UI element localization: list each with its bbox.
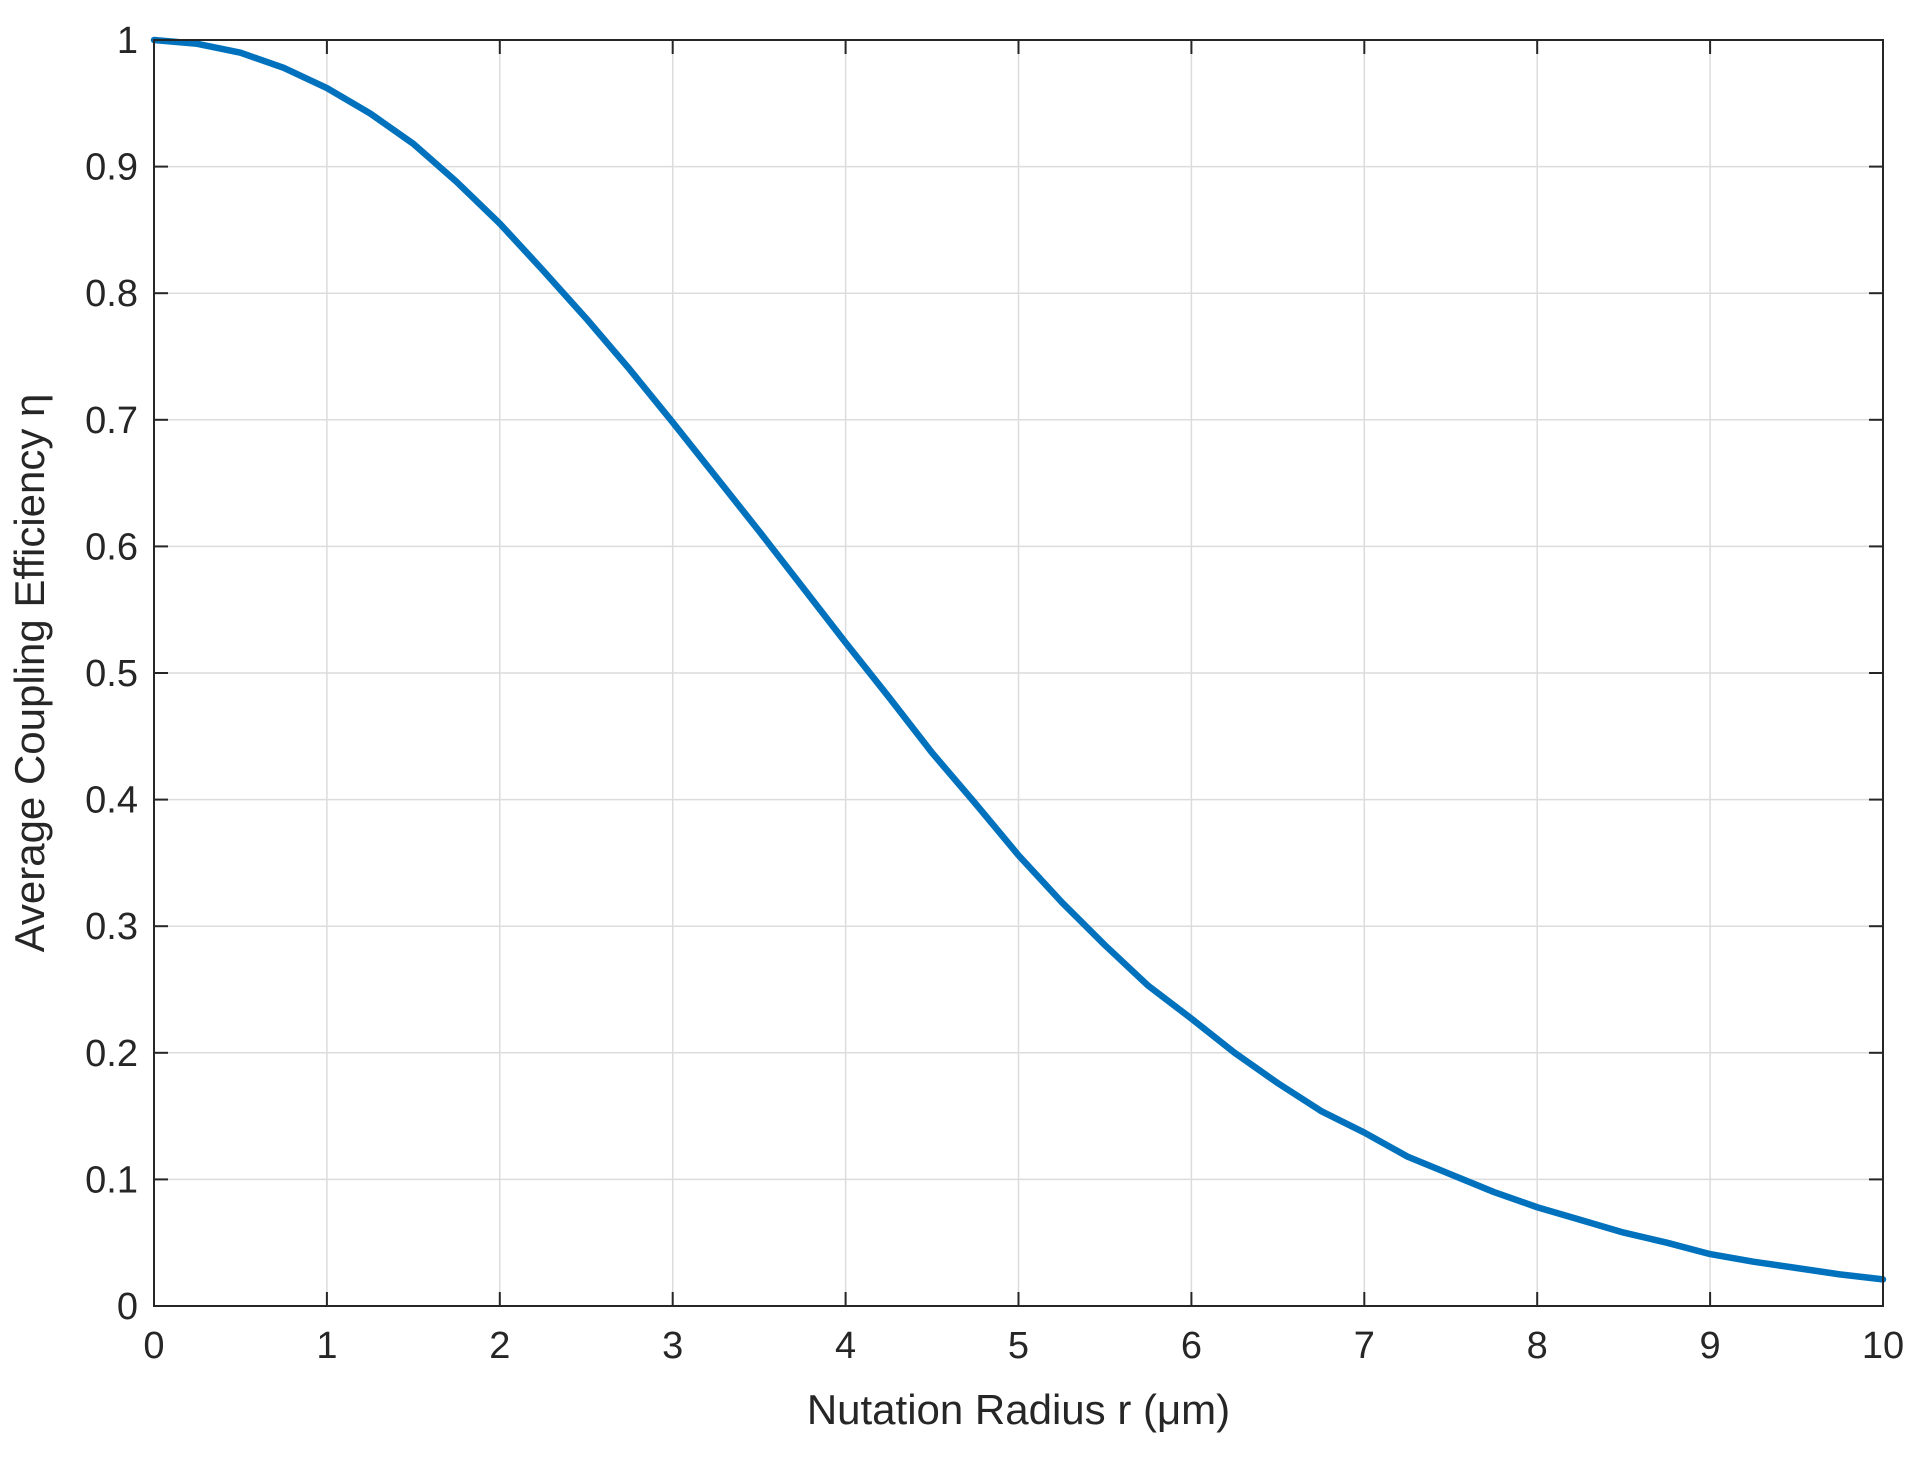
x-tick-label: 3 xyxy=(662,1325,683,1367)
y-tick-label: 0.4 xyxy=(85,780,138,822)
x-tick-label: 7 xyxy=(1354,1325,1375,1367)
y-tick-label: 0.3 xyxy=(85,906,138,948)
x-tick-label: 6 xyxy=(1181,1325,1202,1367)
y-tick-label: 0.6 xyxy=(85,526,138,568)
x-tick-label: 1 xyxy=(316,1325,337,1367)
y-tick-label: 0.7 xyxy=(85,400,138,442)
y-tick-label: 0 xyxy=(117,1286,138,1328)
axes-box xyxy=(153,39,1884,1307)
series-line xyxy=(150,36,1887,1283)
y-tick-label: 1 xyxy=(117,20,138,62)
plot-area xyxy=(150,36,1887,1283)
x-tick-label: 0 xyxy=(143,1325,164,1367)
ticks xyxy=(153,39,1884,1307)
x-axis-title: Nutation Radius r (μm) xyxy=(807,1386,1230,1433)
x-tick-label: 10 xyxy=(1862,1325,1904,1367)
x-tick-label: 8 xyxy=(1527,1325,1548,1367)
x-tick-label: 5 xyxy=(1008,1325,1029,1367)
y-tick-label: 0.9 xyxy=(85,147,138,189)
y-tick-label: 0.1 xyxy=(85,1159,138,1201)
x-tick-label: 2 xyxy=(489,1325,510,1367)
y-tick-label: 0.5 xyxy=(85,653,138,695)
y-axis-title: Average Coupling Efficiency η xyxy=(6,394,53,953)
y-tick-label: 0.8 xyxy=(85,273,138,315)
x-tick-labels: 0 1 2 3 4 5 6 7 8 9 10 xyxy=(143,1325,1904,1367)
y-tick-label: 0.2 xyxy=(85,1033,138,1075)
y-tick-labels: 0 0.1 0.2 0.3 0.4 0.5 0.6 0.7 0.8 0.9 1 xyxy=(85,20,138,1328)
x-tick-label: 9 xyxy=(1700,1325,1721,1367)
x-tick-label: 4 xyxy=(835,1325,856,1367)
grid xyxy=(154,40,1883,1306)
